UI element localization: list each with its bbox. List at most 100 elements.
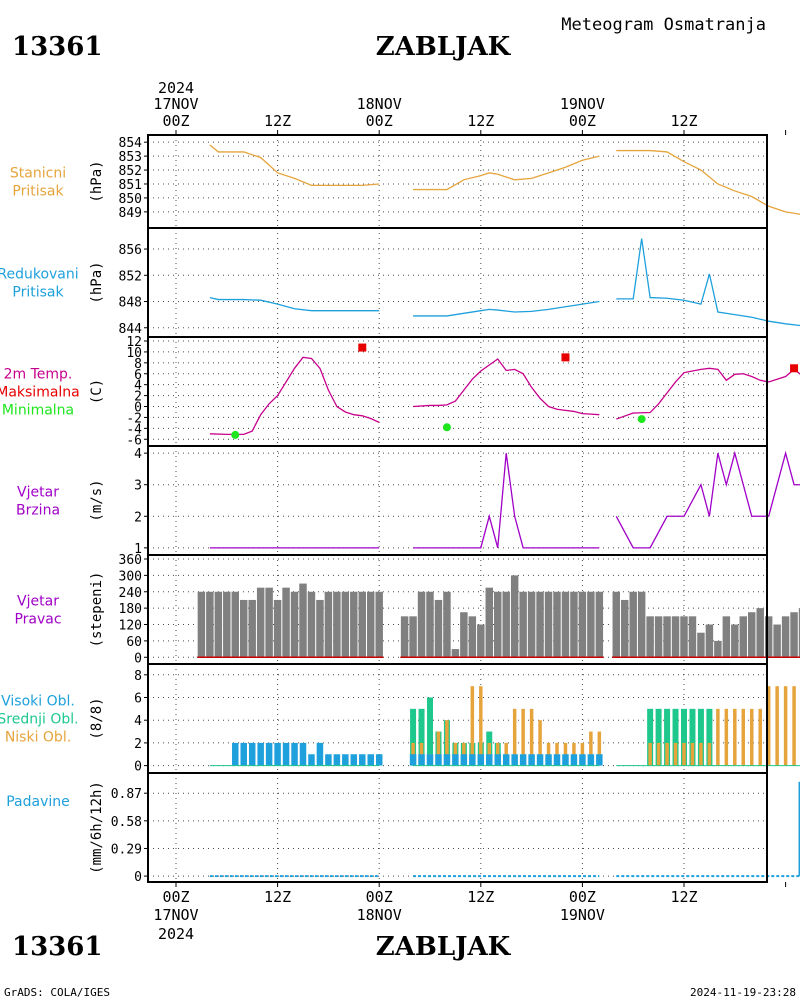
wind-dir-bar <box>680 616 688 658</box>
wind-dir-bar <box>781 616 790 658</box>
y-tick-label: -6 <box>126 433 142 448</box>
tmax-marker <box>790 364 799 373</box>
cloud-bar <box>758 708 762 766</box>
top-date-label: 19NOV <box>560 95 605 113</box>
top-hour-label: 12Z <box>264 112 291 130</box>
wind-dir-bar <box>578 591 587 658</box>
y-tick-label: 300 <box>119 569 142 584</box>
bottom-year-label: 2024 <box>158 925 194 943</box>
wind-dir-bar <box>798 608 800 658</box>
panel-2: 844 848 852 856 (hPa) Redukovani Pritisak <box>0 227 800 338</box>
footer: 13361 ZABLJAK GrADS: COLA/IGES 2024-11-1… <box>4 932 796 999</box>
y-tick-label: -4 <box>126 422 142 437</box>
wind-dir-bar <box>290 591 299 658</box>
cloud-bar <box>775 686 779 766</box>
cloud-bar <box>375 754 383 766</box>
wind-dir-bar <box>307 591 316 658</box>
cloud-bar <box>367 754 374 766</box>
y-axis-unit: (hPa) <box>89 261 105 303</box>
wind-dir-bar <box>748 612 756 658</box>
wind-dir-bar <box>790 612 798 658</box>
y-tick-label: 240 <box>119 586 142 601</box>
panel-label: Niski Obl. <box>5 730 71 746</box>
wind-dir-bar <box>637 591 646 658</box>
panel-label: Vjetar <box>17 485 59 501</box>
wind-dir-bar <box>375 591 383 658</box>
y-axis-unit: (m/s) <box>89 479 105 521</box>
cloud-bar <box>673 742 678 766</box>
series-line <box>413 453 600 549</box>
y-axis-unit: (C) <box>89 379 105 404</box>
tmax-marker <box>358 343 367 352</box>
bottom-date-label: 19NOV <box>560 906 605 924</box>
cloud-bar <box>240 742 247 766</box>
wind-dir-bar <box>544 591 553 658</box>
wind-dir-bar <box>688 616 697 658</box>
panel-label: Redukovani <box>0 267 79 283</box>
wind-dir-bar <box>460 612 468 658</box>
cloud-bar <box>427 697 434 766</box>
wind-dir-bar <box>451 649 460 658</box>
series-line <box>209 356 380 436</box>
cloud-bar <box>783 686 788 766</box>
cloud-bar <box>443 754 451 766</box>
y-tick-label: 8 <box>134 357 142 372</box>
y-tick-label: 853 <box>119 150 142 165</box>
y-tick-label: 360 <box>119 553 142 568</box>
cloud-bar <box>410 708 417 766</box>
wind-dir-bar <box>553 591 561 658</box>
cloud-bar <box>536 754 544 766</box>
wind-dir-bar <box>731 624 739 658</box>
cloud-bar <box>308 754 315 766</box>
cloud-bar <box>553 754 561 766</box>
cloud-bar <box>682 742 686 766</box>
panel-6: 0 2 4 6 8 (8/8) Visoki Obl. Srednji Obl. Niski O… <box>0 663 800 775</box>
cloud-bar <box>409 754 417 766</box>
panel-frame <box>147 336 768 447</box>
y-tick-label: 10 <box>126 346 142 361</box>
wind-dir-bar <box>367 591 375 658</box>
y-tick-label: -2 <box>126 411 142 426</box>
cloud-bar <box>707 742 712 766</box>
wind-dir-bar <box>350 591 358 658</box>
wind-dir-bar <box>443 591 451 658</box>
panel-label: Stanicni <box>10 166 66 182</box>
cloud-bar <box>741 708 746 766</box>
cloud-bar <box>538 720 542 766</box>
panel-frame <box>147 134 768 229</box>
top-hour-label: 12Z <box>670 112 697 130</box>
cloud-bar <box>232 742 239 766</box>
cloud-bar <box>579 754 586 766</box>
wind-dir-bar <box>240 599 248 658</box>
panel-label: Pravac <box>14 612 61 628</box>
cloud-bar <box>689 708 696 766</box>
series-line <box>616 149 800 215</box>
wind-dir-bar <box>197 591 206 658</box>
cloud-bar <box>672 708 679 766</box>
y-tick-label: 0.58 <box>111 815 142 830</box>
cloud-bar <box>494 754 501 766</box>
wind-dir-bar <box>333 591 341 658</box>
wind-dir-bar <box>265 587 273 658</box>
y-tick-label: 8 <box>134 669 142 684</box>
wind-dir-bar <box>426 591 434 658</box>
panel-label: Vjetar <box>17 594 59 610</box>
panel-label: Padavine <box>6 794 70 810</box>
y-tick-label: 2 <box>134 390 142 405</box>
cloud-bar <box>325 754 332 766</box>
series-line <box>413 155 600 191</box>
y-axis-unit: (hPa) <box>89 160 105 202</box>
cloud-bar <box>724 708 729 766</box>
wind-dir-bar <box>570 591 578 658</box>
cloud-bar <box>690 742 695 766</box>
panel-label: Brzina <box>16 503 60 519</box>
wind-dir-bar <box>273 599 282 658</box>
bottom-hour-label: 12Z <box>467 888 494 906</box>
wind-dir-bar <box>324 591 333 658</box>
wind-dir-bar <box>612 591 621 658</box>
station-name-top: ZABLJAK <box>376 32 512 62</box>
wind-dir-bar <box>595 591 604 658</box>
y-tick-label: 852 <box>119 164 142 179</box>
cloud-bar <box>350 754 358 766</box>
